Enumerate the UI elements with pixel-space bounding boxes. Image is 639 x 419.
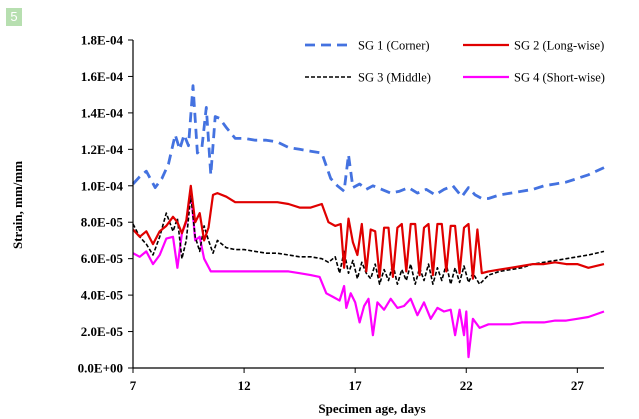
series-line-1 — [131, 84, 605, 200]
y-tick-label: 2.0E-05 — [81, 324, 124, 339]
plot-area — [131, 84, 605, 359]
legend-label-4: SG 4 (Short-wise) — [514, 71, 605, 85]
legend-label-3: SG 3 (Middle) — [358, 71, 431, 85]
y-tick-label: 6.0E-05 — [81, 251, 124, 266]
y-tick-label: 1.0E-04 — [81, 178, 124, 193]
y-tick-label: 1.8E-04 — [81, 33, 124, 48]
y-tick-label: 4.0E-05 — [81, 288, 124, 303]
legend-label-1: SG 1 (Corner) — [358, 39, 430, 53]
x-tick-label: 22 — [460, 378, 473, 393]
y-axis-label: Strain, mm/mm — [10, 161, 25, 249]
legend-label-2: SG 2 (Long-wise) — [514, 39, 604, 53]
y-tick-label: 1.2E-04 — [81, 142, 124, 157]
x-tick-label: 12 — [238, 378, 251, 393]
x-tick-label: 7 — [130, 378, 137, 393]
corner-badge: 5 — [6, 8, 22, 26]
series-line-4 — [132, 188, 605, 359]
y-tick-label: 1.4E-04 — [81, 105, 124, 120]
axes: 0.0E+00 2.0E-05 4.0E-05 6.0E-05 8.0E-05 1.0E-… — [78, 33, 604, 393]
legend: SG 1 (Corner) SG 2 (Long-wise) SG 3 (Middl… — [305, 39, 605, 85]
series-line-2 — [132, 184, 605, 280]
x-tick-label: 17 — [349, 378, 363, 393]
y-tick-label: 0.0E+00 — [78, 361, 123, 376]
x-tick-label: 27 — [571, 378, 585, 393]
series-line-3 — [132, 194, 605, 285]
x-axis-label: Specimen age, days — [318, 401, 425, 416]
y-tick-label: 8.0E-05 — [81, 215, 124, 230]
y-tick-label: 1.6E-04 — [81, 69, 124, 84]
